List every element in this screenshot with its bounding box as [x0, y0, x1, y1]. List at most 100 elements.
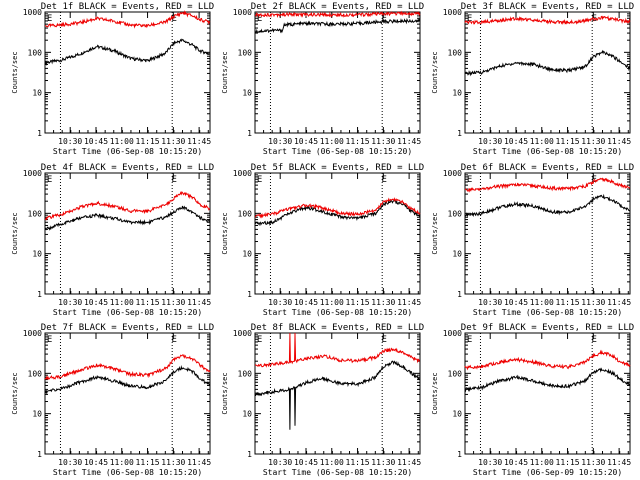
- y-tick-label: 1000: [443, 329, 462, 338]
- y-tick-label: 1: [457, 450, 462, 459]
- y-tick-label: 100: [28, 209, 43, 218]
- series-line-events: [254, 199, 421, 227]
- annotation-label: E: [381, 14, 386, 24]
- chart-title: Det 6f BLACK = Events, RED = LLD: [461, 163, 634, 173]
- series-line-lld: [44, 354, 211, 380]
- x-tick-label: 11:45: [397, 137, 421, 146]
- y-axis-label: Counts/sec: [11, 51, 19, 93]
- x-tick-label: 11:45: [187, 458, 211, 467]
- x-tick-label: 11:30: [371, 298, 395, 307]
- x-tick-label: 11:15: [346, 137, 370, 146]
- annotation-label: E: [171, 335, 176, 345]
- chart-title: Det 7f BLACK = Events, RED = LLD: [41, 323, 214, 333]
- x-tick-label: 11:00: [110, 137, 134, 146]
- chart-panel-8: Det 8f BLACK = Events, RED = LLD 1 10 100 10…: [221, 323, 424, 477]
- annotation-label: E: [171, 175, 176, 185]
- x-tick-label: 11:30: [161, 298, 185, 307]
- y-axis-label: Counts/sec: [11, 372, 19, 414]
- chart-title: Det 3f BLACK = Events, RED = LLD: [461, 2, 634, 12]
- x-tick-label: 11:30: [371, 137, 395, 146]
- y-tick-label: 100: [448, 209, 463, 218]
- x-tick-label: 11:45: [397, 458, 421, 467]
- series-line-lld: [464, 15, 631, 26]
- series-line-events: [254, 17, 421, 34]
- x-tick-label: 10:30: [268, 458, 292, 467]
- series-line-events: [465, 49, 631, 77]
- x-tick-label: 10:30: [58, 458, 82, 467]
- chart-panel-9: Det 9f BLACK = Events, RED = LLD 1 10 100 10…: [431, 323, 634, 477]
- x-tick-label: 11:45: [607, 458, 631, 467]
- y-tick-label: 100: [28, 369, 43, 378]
- series-line-events: [464, 193, 631, 218]
- plot-frame: [44, 11, 211, 134]
- chart-title: Det 5f BLACK = Events, RED = LLD: [251, 163, 424, 173]
- plot-frame: [44, 332, 211, 455]
- y-tick-label: 1: [457, 129, 462, 138]
- x-tick-label: 11:45: [187, 298, 211, 307]
- annotation-label: E: [381, 335, 386, 345]
- x-tick-label: 11:00: [320, 458, 344, 467]
- plot-frame: [44, 172, 211, 295]
- y-tick-label: 1: [37, 290, 42, 299]
- chart-panel-4: Det 4f BLACK = Events, RED = LLD 1 10 100 10…: [11, 163, 214, 317]
- chart-title: Det 4f BLACK = Events, RED = LLD: [41, 163, 214, 173]
- x-axis-label: Start Time (06-Sep-08 10:15:20): [263, 308, 412, 317]
- x-tick-label: 10:30: [58, 137, 82, 146]
- annotation-label: E: [257, 14, 262, 24]
- x-axis-label: Start Time (06-Sep-08 10:15:20): [263, 468, 412, 477]
- x-tick-label: 10:45: [84, 458, 108, 467]
- chart-title: Det 8f BLACK = Events, RED = LLD: [251, 323, 424, 333]
- y-tick-label: 100: [238, 369, 253, 378]
- annotation-label: E: [47, 175, 52, 185]
- x-tick-label: 11:30: [161, 458, 185, 467]
- chart-panel-1: Det 1f BLACK = Events, RED = LLD 1 10 100 10…: [11, 2, 214, 156]
- y-tick-label: 10: [452, 89, 462, 98]
- x-tick-label: 10:45: [294, 458, 318, 467]
- series-line-lld: [44, 10, 211, 29]
- series-line-lld: [255, 332, 420, 368]
- x-tick-label: 11:30: [581, 458, 605, 467]
- y-tick-label: 10: [32, 410, 42, 419]
- annotation-label: E: [467, 14, 472, 24]
- y-axis-label: Counts/sec: [221, 372, 229, 414]
- x-axis-label: Start Time (06-Sep-08 10:15:20): [53, 308, 202, 317]
- y-tick-label: 10: [242, 250, 252, 259]
- series-line-lld: [464, 177, 631, 193]
- plot-frame: [254, 172, 421, 295]
- y-tick-label: 1: [37, 129, 42, 138]
- annotation-label: E: [591, 335, 596, 345]
- x-tick-label: 10:45: [294, 137, 318, 146]
- chart-panel-7: Det 7f BLACK = Events, RED = LLD 1 10 100 10…: [11, 323, 214, 477]
- series-line-lld: [254, 197, 421, 219]
- y-axis-label: Counts/sec: [221, 51, 229, 93]
- x-tick-label: 10:30: [478, 298, 502, 307]
- x-axis-label: Start Time (06-Sep-08 10:15:20): [473, 147, 622, 156]
- x-tick-label: 10:30: [478, 458, 502, 467]
- x-tick-label: 11:15: [556, 298, 580, 307]
- plot-frame: [464, 332, 631, 455]
- y-tick-label: 1: [247, 290, 252, 299]
- series-line-events: [464, 367, 631, 393]
- x-tick-label: 11:15: [136, 458, 160, 467]
- x-tick-label: 11:15: [346, 298, 370, 307]
- y-tick-label: 1000: [233, 8, 252, 17]
- y-tick-label: 1000: [233, 169, 252, 178]
- x-tick-label: 11:00: [110, 458, 134, 467]
- x-tick-label: 11:00: [530, 458, 554, 467]
- chart-panel-3: Det 3f BLACK = Events, RED = LLD 1 10 100 10…: [431, 2, 634, 156]
- plot-frame: [464, 172, 631, 295]
- y-tick-label: 10: [32, 250, 42, 259]
- series-line-lld: [44, 190, 210, 221]
- series-line-events: [254, 360, 421, 430]
- x-tick-label: 10:45: [294, 298, 318, 307]
- x-tick-label: 11:30: [581, 137, 605, 146]
- x-tick-label: 11:45: [607, 298, 631, 307]
- x-tick-label: 11:00: [530, 137, 554, 146]
- x-tick-label: 10:45: [504, 458, 528, 467]
- x-tick-label: 10:30: [268, 298, 292, 307]
- series-line-events: [44, 365, 211, 395]
- y-axis-label: Counts/sec: [431, 372, 439, 414]
- y-tick-label: 1000: [233, 329, 252, 338]
- x-tick-label: 11:15: [556, 458, 580, 467]
